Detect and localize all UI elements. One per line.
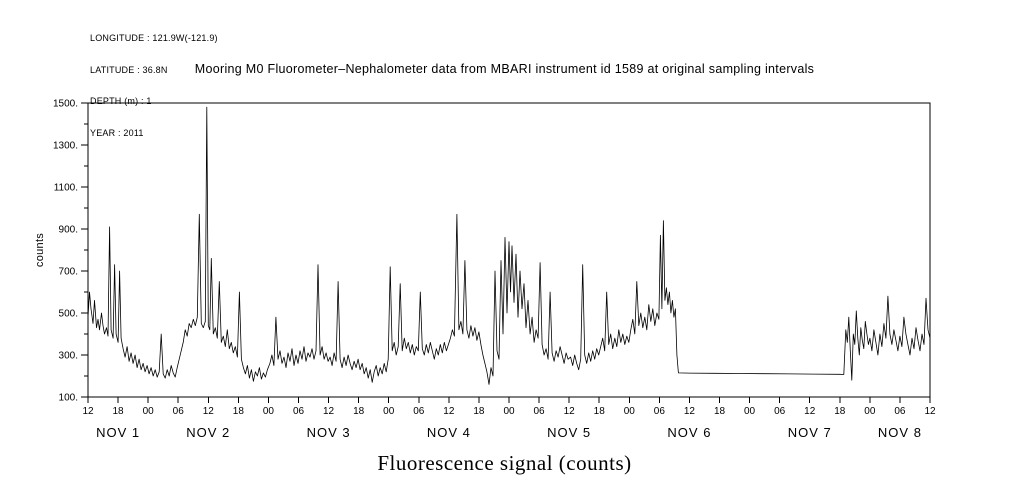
day-label: NOV 6 bbox=[667, 425, 711, 440]
day-label: NOV 8 bbox=[878, 425, 922, 440]
x-tick-label: 12 bbox=[924, 406, 936, 417]
x-tick-label: 00 bbox=[503, 406, 515, 417]
y-axis-label: counts bbox=[34, 232, 46, 268]
y-tick-label: 700. bbox=[59, 267, 78, 278]
fluorescence-trace bbox=[87, 106, 931, 385]
meta-line-year: YEAR : 2011 bbox=[90, 127, 144, 138]
x-tick-label: 00 bbox=[744, 406, 756, 417]
chart-title: Mooring M0 Fluorometer–Nephalometer data… bbox=[194, 62, 815, 76]
x-tick-label: 12 bbox=[203, 406, 215, 417]
x-tick-label: 18 bbox=[113, 406, 125, 417]
meta-line-longitude: LONGITUDE : 121.9W(-121.9) bbox=[90, 33, 218, 43]
x-tick-label: 12 bbox=[323, 406, 335, 417]
x-tick-label: 12 bbox=[564, 406, 576, 417]
x-tick-label: 06 bbox=[413, 406, 425, 417]
x-tick-label: 12 bbox=[684, 406, 696, 417]
x-tick-label: 12 bbox=[804, 406, 816, 417]
day-label: NOV 1 bbox=[96, 425, 140, 440]
x-tick-label: 06 bbox=[534, 406, 546, 417]
y-tick-label: 500. bbox=[59, 309, 78, 320]
y-tick-label: 1300. bbox=[53, 141, 78, 152]
x-tick-label: 18 bbox=[594, 406, 606, 417]
x-tick-label: 18 bbox=[834, 406, 846, 417]
x-tick-label: 06 bbox=[654, 406, 666, 417]
meta-line-depth: DEPTH (m) : 1 bbox=[90, 96, 152, 106]
y-tick-label: 100. bbox=[59, 393, 78, 404]
x-axis-title: Fluorescence signal (counts) bbox=[377, 451, 632, 475]
x-tick-label: 18 bbox=[353, 406, 365, 417]
day-label: NOV 3 bbox=[307, 425, 351, 440]
day-label: NOV 4 bbox=[427, 425, 471, 440]
y-tick-label: 1100. bbox=[54, 183, 78, 194]
y-tick-label: 900. bbox=[59, 225, 78, 236]
x-tick-label: 18 bbox=[233, 406, 245, 417]
day-label: NOV 7 bbox=[788, 425, 832, 440]
day-label: NOV 2 bbox=[186, 425, 230, 440]
meta-line-latitude: LATITUDE : 36.8N bbox=[90, 64, 168, 75]
x-tick-label: 18 bbox=[714, 406, 726, 417]
x-tick-label: 06 bbox=[293, 406, 305, 417]
x-tick-label: 18 bbox=[473, 406, 485, 417]
x-tick-label: 00 bbox=[383, 406, 395, 417]
y-tick-label: 300. bbox=[59, 351, 78, 362]
x-tick-label: 00 bbox=[143, 406, 155, 417]
x-tick-label: 00 bbox=[624, 406, 636, 417]
x-tick-label: 12 bbox=[443, 406, 455, 417]
x-tick-label: 00 bbox=[263, 406, 275, 417]
x-tick-label: 06 bbox=[894, 406, 906, 417]
day-label: NOV 5 bbox=[547, 425, 591, 440]
x-tick-label: 12 bbox=[82, 406, 94, 417]
metadata-block: LONGITUDE : 121.9W(-121.9) LATITUDE : 36… bbox=[90, 12, 218, 149]
x-tick-label: 06 bbox=[173, 406, 185, 417]
y-tick-label: 1500. bbox=[53, 99, 78, 110]
x-tick-label: 06 bbox=[774, 406, 786, 417]
x-tick-label: 00 bbox=[864, 406, 876, 417]
